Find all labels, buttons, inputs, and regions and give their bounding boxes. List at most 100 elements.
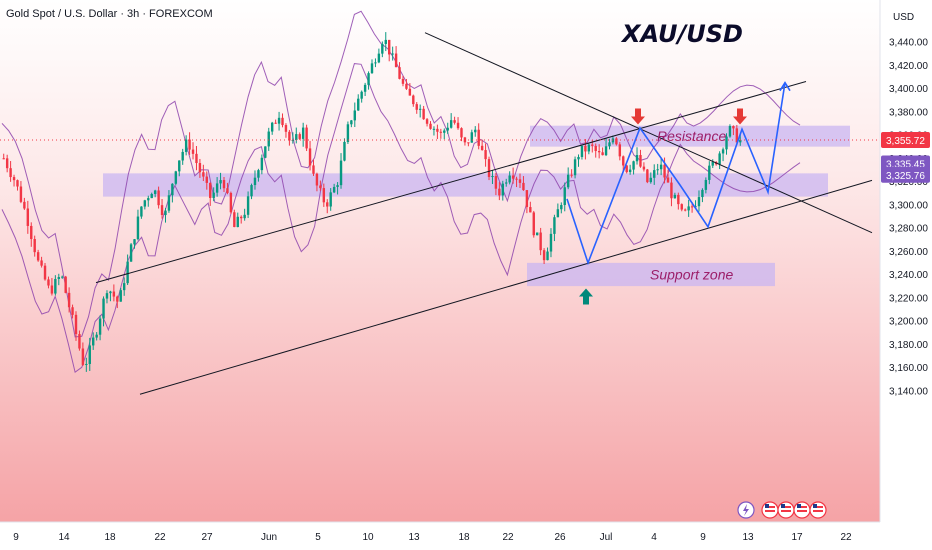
candle-body	[319, 185, 322, 189]
flag-stripe	[797, 506, 807, 508]
candle-body	[391, 53, 394, 55]
flag-canton	[797, 504, 801, 508]
flag-stripe	[765, 510, 775, 512]
x-tick-label: 22	[840, 532, 852, 543]
x-tick-label: 9	[700, 532, 706, 543]
candle-body	[381, 43, 384, 54]
candle-body	[518, 179, 522, 183]
candle-body	[632, 161, 635, 170]
candle-body	[370, 63, 374, 74]
candle-body	[684, 209, 687, 211]
candle-body	[326, 202, 329, 207]
candle-body	[26, 208, 30, 226]
candle-body	[656, 169, 659, 171]
lower-trendline	[139, 179, 873, 395]
candle-body	[270, 122, 274, 132]
candle-body	[184, 139, 188, 152]
candle-body	[701, 189, 704, 198]
candle-body	[680, 204, 683, 210]
candle-body	[312, 165, 315, 174]
candle-body	[226, 188, 229, 193]
candle-body	[563, 187, 566, 206]
candle-body	[394, 53, 398, 68]
candle-body	[687, 206, 690, 211]
candle-body	[501, 183, 504, 196]
candle-body	[81, 348, 85, 365]
chart-background	[0, 0, 880, 522]
candle-body	[357, 98, 360, 111]
x-tick-label: 27	[201, 532, 213, 543]
candle-body	[405, 83, 408, 89]
candle-body	[298, 134, 301, 139]
candle-body	[432, 128, 436, 130]
candle-body	[215, 183, 219, 193]
y-tick-label: 3,200.00	[889, 317, 928, 328]
candle-body	[71, 307, 74, 315]
candle-body	[88, 345, 91, 364]
flag-canton	[813, 504, 817, 508]
candle-body	[708, 165, 711, 180]
candle-body	[649, 177, 652, 183]
candle-body	[529, 207, 532, 213]
resistance-label: Resistance	[657, 128, 726, 144]
candle-body	[556, 209, 560, 218]
candle-body	[212, 192, 215, 199]
candle-body	[264, 146, 267, 158]
candle-body	[615, 138, 618, 145]
candle-body	[711, 162, 714, 166]
candle-body	[219, 180, 222, 184]
candle-body	[157, 190, 160, 206]
candle-body	[153, 190, 157, 194]
price-axis-background	[880, 0, 932, 550]
candle-body	[222, 180, 226, 189]
candle-body	[401, 78, 405, 84]
ichimoku-span-a	[1, 10, 801, 338]
candle-body	[498, 188, 501, 196]
candle-body	[95, 334, 98, 338]
candle-body	[64, 276, 67, 293]
candle-body	[61, 276, 64, 278]
candle-body	[260, 157, 264, 171]
candle-body	[267, 131, 270, 147]
y-tick-label: 3,420.00	[889, 61, 928, 72]
candle-body	[147, 198, 150, 201]
candle-body	[47, 279, 50, 286]
candle-body	[484, 150, 487, 160]
candle-body	[102, 298, 105, 319]
candle-body	[233, 212, 236, 228]
price-badge-label: 3,355.72	[886, 136, 925, 147]
candle-body	[195, 153, 198, 164]
candle-body	[487, 159, 491, 177]
candle-body	[360, 91, 363, 99]
candle-body	[670, 182, 673, 199]
candle-body	[188, 139, 191, 150]
candle-body	[522, 182, 525, 191]
y-tick-label: 3,240.00	[889, 270, 928, 281]
symbol-title: Gold Spot / U.S. Dollar · 3h · FOREXCOM	[6, 8, 213, 20]
candle-body	[470, 132, 474, 143]
candle-body	[477, 129, 480, 146]
flag-stripe	[813, 506, 823, 508]
candle-body	[74, 314, 78, 335]
candle-body	[202, 172, 205, 177]
candle-body	[491, 176, 494, 178]
candle-body	[697, 197, 701, 207]
candle-body	[116, 296, 119, 302]
candle-body	[467, 142, 470, 144]
candle-body	[126, 261, 129, 284]
candle-body	[412, 95, 415, 105]
candle-body	[388, 39, 391, 55]
x-tick-label: 18	[458, 532, 470, 543]
x-tick-label: 5	[315, 532, 321, 543]
candle-body	[377, 53, 381, 63]
flag-stripe	[781, 510, 791, 512]
candle-body	[5, 158, 9, 169]
price-badge-label: 3,325.76	[886, 171, 925, 182]
x-tick-label: 13	[742, 532, 754, 543]
candle-body	[350, 120, 353, 125]
candle-body	[525, 190, 529, 208]
candle-body	[721, 149, 725, 154]
candle-body	[718, 153, 721, 165]
candle-body	[566, 174, 570, 188]
